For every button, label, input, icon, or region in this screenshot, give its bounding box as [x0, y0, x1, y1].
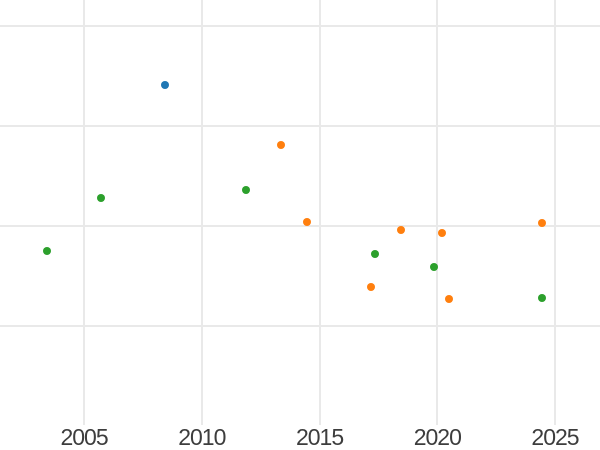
data-point-green: [42, 247, 51, 255]
x-tick-label: 2010: [178, 424, 226, 450]
x-tick-label: 2005: [60, 424, 108, 450]
x-axis: 2005 2010 2015 2020 2025: [0, 425, 600, 450]
gridline-horizontal: [0, 25, 600, 27]
data-point-orange: [537, 219, 546, 227]
x-tick-label: 2020: [413, 424, 462, 450]
gridline-vertical: [83, 0, 86, 425]
data-point-blue: [161, 81, 170, 89]
data-point-orange: [396, 226, 405, 234]
gridline-horizontal: [0, 325, 600, 327]
data-point-green: [371, 250, 380, 258]
data-point-orange: [438, 229, 447, 237]
data-point-orange: [445, 295, 454, 303]
data-point-orange: [277, 141, 286, 149]
data-point-green: [429, 263, 438, 271]
gridline-horizontal: [0, 225, 600, 227]
data-point-green: [96, 194, 105, 202]
data-point-orange: [366, 283, 375, 291]
gridline-horizontal: [0, 125, 600, 127]
x-tick-label: 2015: [295, 424, 344, 450]
x-tick-label: 2025: [531, 424, 579, 450]
data-point-orange: [303, 218, 312, 226]
gridline-vertical: [318, 0, 321, 425]
gridline-vertical: [436, 0, 439, 425]
gridline-vertical: [554, 0, 557, 425]
data-point-green: [241, 186, 250, 194]
data-point-green: [537, 294, 546, 302]
gridline-vertical: [200, 0, 203, 425]
plot-area: [0, 0, 600, 425]
